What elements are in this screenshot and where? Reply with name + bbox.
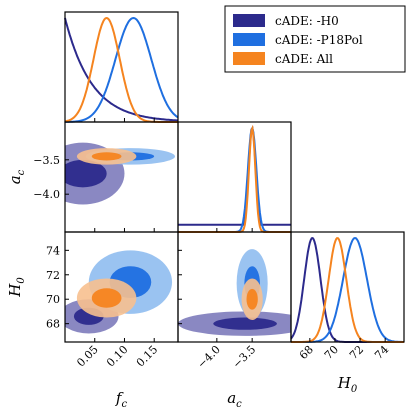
legend-label-0: cADE: -H0 [275,14,339,28]
xtick-label-H0: 68 [297,343,316,362]
contour-inner-fc-ac-2 [91,152,122,161]
xtick-label-fc: 0.05 [74,343,101,370]
xtick-label-H0: 70 [322,343,341,362]
ytick-label-H0: 74 [46,244,60,257]
contour-inner-ac-H0-2 [246,288,258,310]
xtick-label-H0: 72 [347,343,366,362]
xtick-label-fc: 0.10 [104,343,131,370]
ylabel-ac: ac [6,169,27,184]
frame-r1-c1 [177,121,292,233]
ytick-label-H0: 70 [46,293,60,306]
xtick-label-ac: −3.5 [230,343,258,371]
ytick-label-ac: −3.5 [33,154,60,167]
legend-label-1: cADE: -P18Pol [275,33,363,47]
contour-inner-ac-H0-0 [213,317,277,330]
legend-swatch-2 [233,52,265,65]
contour-inner-fc-ac-0 [65,159,107,188]
ytick-label-H0: 72 [46,269,60,282]
diag-ac-curve-1 [178,126,291,233]
frames-group [64,11,405,343]
panel-ac-H0 [178,249,291,336]
ytick-label-H0: 68 [46,318,60,331]
legend-label-2: cADE: All [275,52,333,66]
xlabel-H0: H0 [337,374,358,395]
ylabel-H0: H0 [6,277,27,298]
ytick-label-ac: −4.0 [33,188,60,201]
panel-fc-ac [65,142,176,205]
diag-fc-curve-1 [65,16,179,123]
contour-inner-fc-H0-2 [91,288,122,308]
xlabel-fc: fc [115,389,128,410]
xtick-label-ac: −4.0 [195,343,223,371]
xlabel-ac: ac [227,389,242,410]
legend-swatch-0 [233,14,265,27]
diag-ac-curve-0 [178,125,291,226]
xtick-label-H0: 74 [372,343,391,362]
diag-ac-curve-2 [178,124,291,233]
xtick-label-fc: 0.15 [134,343,161,370]
legend: cADE: -H0 cADE: -P18Pol cADE: All [224,5,406,73]
frame-r2-c2 [290,231,405,343]
axis-labels-group: fc ac H0 ac H0 [6,169,358,410]
diag-fc-curve-2 [64,16,178,123]
panel-fc-H0 [65,250,173,334]
legend-swatch-1 [233,33,265,46]
diag-fc-curve-0 [64,17,179,122]
